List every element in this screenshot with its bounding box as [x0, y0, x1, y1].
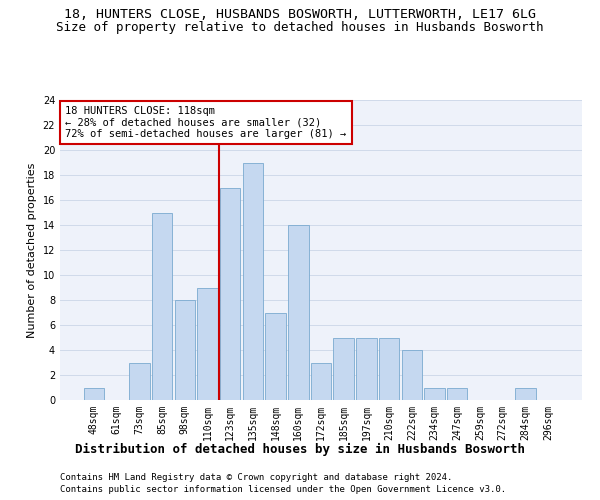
- Text: 18, HUNTERS CLOSE, HUSBANDS BOSWORTH, LUTTERWORTH, LE17 6LG: 18, HUNTERS CLOSE, HUSBANDS BOSWORTH, LU…: [64, 8, 536, 20]
- Bar: [379, 338, 400, 400]
- Text: 18 HUNTERS CLOSE: 118sqm
← 28% of detached houses are smaller (32)
72% of semi-d: 18 HUNTERS CLOSE: 118sqm ← 28% of detach…: [65, 106, 346, 139]
- Bar: [197, 288, 218, 400]
- Text: Contains public sector information licensed under the Open Government Licence v3: Contains public sector information licen…: [60, 485, 506, 494]
- Text: Contains HM Land Registry data © Crown copyright and database right 2024.: Contains HM Land Registry data © Crown c…: [60, 472, 452, 482]
- Bar: [401, 350, 422, 400]
- Bar: [356, 338, 377, 400]
- Text: Distribution of detached houses by size in Husbands Bosworth: Distribution of detached houses by size …: [75, 442, 525, 456]
- Bar: [152, 212, 172, 400]
- Bar: [424, 388, 445, 400]
- Y-axis label: Number of detached properties: Number of detached properties: [27, 162, 37, 338]
- Bar: [447, 388, 467, 400]
- Bar: [334, 338, 354, 400]
- Bar: [220, 188, 241, 400]
- Bar: [288, 225, 308, 400]
- Bar: [84, 388, 104, 400]
- Bar: [265, 312, 286, 400]
- Bar: [515, 388, 536, 400]
- Bar: [311, 362, 331, 400]
- Bar: [129, 362, 149, 400]
- Text: Size of property relative to detached houses in Husbands Bosworth: Size of property relative to detached ho…: [56, 21, 544, 34]
- Bar: [242, 162, 263, 400]
- Bar: [175, 300, 195, 400]
